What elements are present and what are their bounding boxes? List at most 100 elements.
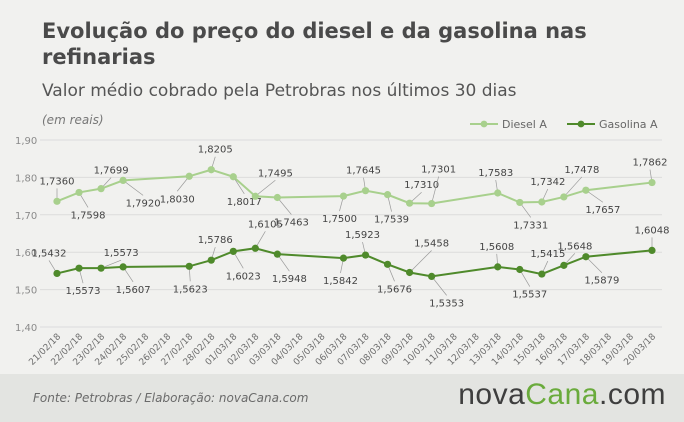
data-point [582, 253, 590, 261]
gasolina-line [56, 247, 653, 278]
data-label: 1,6023 [226, 271, 261, 282]
data-label: 1,7331 [513, 220, 548, 231]
chart-subtitle: Valor médio cobrado pela Petrobras nos ú… [42, 81, 517, 101]
data-point [648, 178, 656, 187]
data-label: 1,5432 [32, 248, 67, 259]
legend-marker [577, 120, 585, 128]
data-label: 1,5786 [198, 235, 233, 246]
data-label: 1,7495 [258, 168, 293, 179]
source-text: Fonte: Petrobras / Elaboração: novaCana.… [33, 391, 309, 405]
data-point [53, 269, 61, 278]
data-label: 1,7360 [40, 176, 75, 187]
data-point [185, 262, 193, 270]
data-point [53, 197, 61, 205]
data-point [229, 173, 237, 181]
data-label: 1,8017 [227, 197, 262, 208]
data-label: 1,5415 [530, 249, 565, 260]
y-tick-label: 1,50 [15, 286, 37, 297]
novacana-logo: novaCana.com [458, 378, 666, 411]
data-point [339, 192, 348, 200]
data-point [428, 199, 436, 208]
data-point [251, 192, 259, 200]
data-label: 1,6105 [248, 219, 283, 230]
data-label: 1,5573 [104, 248, 139, 259]
data-point [185, 172, 193, 180]
data-point [560, 193, 568, 201]
unit-label: (em reais) [42, 113, 104, 127]
data-label: 1,5353 [429, 298, 464, 309]
data-point [648, 246, 656, 255]
data-label: 1,7699 [94, 166, 129, 177]
data-point [75, 188, 83, 197]
leader-line [409, 250, 432, 273]
data-label: 1,7862 [633, 158, 668, 169]
data-point [361, 251, 370, 259]
data-point [229, 247, 237, 255]
leader-line [122, 180, 144, 196]
data-point [516, 265, 524, 274]
diesel-line [56, 168, 653, 205]
leader-line [431, 276, 447, 296]
data-label: 1,7500 [322, 214, 357, 225]
data-point [273, 250, 281, 258]
chart-title: Evolução do preço do diesel e da gasolin… [42, 19, 587, 69]
y-tick-label: 1,60 [15, 248, 37, 259]
data-label: 1,6048 [635, 225, 670, 236]
data-point [339, 254, 348, 262]
data-label: 1,5879 [584, 276, 619, 287]
data-point [383, 260, 392, 268]
data-point [119, 263, 127, 271]
data-label: 1,5623 [173, 284, 208, 295]
footer: Fonte: Petrobras / Elaboração: novaCana.… [0, 374, 684, 422]
data-point [273, 193, 281, 202]
data-label: 1,5608 [479, 242, 514, 253]
data-point [582, 186, 590, 194]
data-label: 1,7539 [374, 215, 409, 226]
data-point [383, 191, 392, 199]
data-point [428, 272, 436, 280]
data-point [405, 268, 414, 277]
data-label: 1,7301 [421, 165, 456, 176]
data-point [207, 166, 215, 174]
data-label: 1,5607 [116, 285, 151, 296]
data-label: 1,8030 [160, 194, 195, 205]
data-label: 1,5537 [512, 290, 547, 301]
data-label: 1,5842 [323, 276, 358, 287]
legend-gasolina: Gasolina A [599, 118, 658, 131]
legend-marker [480, 120, 488, 128]
data-point [560, 261, 568, 269]
y-tick-label: 1,90 [15, 136, 37, 147]
data-point [405, 199, 414, 207]
data-point [361, 187, 370, 195]
data-point [494, 189, 502, 197]
data-label: 1,5458 [414, 238, 449, 249]
data-point [516, 198, 524, 207]
leader-line [585, 256, 603, 273]
data-label: 1,8205 [198, 145, 233, 156]
data-point [207, 256, 215, 264]
data-point [119, 176, 127, 184]
y-tick-label: 1,40 [15, 323, 37, 334]
data-label: 1,7920 [126, 198, 161, 209]
leader-line [277, 197, 292, 215]
data-label: 1,5923 [345, 230, 380, 241]
data-label: 1,7645 [346, 166, 381, 177]
data-point [251, 244, 259, 252]
data-label: 1,7342 [530, 177, 565, 188]
data-point [494, 263, 502, 271]
data-label: 1,5676 [377, 284, 412, 295]
line-chart: 1,401,501,601,701,801,9021/02/1822/02/18… [15, 118, 670, 368]
data-point [75, 264, 83, 272]
data-label: 1,7598 [71, 210, 106, 221]
data-point [97, 185, 105, 193]
data-label: 1,5948 [272, 274, 307, 285]
data-label: 1,7657 [585, 205, 620, 216]
leader-line [431, 176, 439, 204]
data-label: 1,7583 [478, 168, 513, 179]
data-label: 1,7478 [564, 165, 599, 176]
y-tick-label: 1,80 [15, 173, 37, 184]
y-tick-label: 1,70 [15, 211, 37, 222]
leader-line [563, 176, 583, 198]
data-label: 1,7463 [274, 217, 309, 228]
legend-diesel: Diesel A [502, 118, 547, 131]
